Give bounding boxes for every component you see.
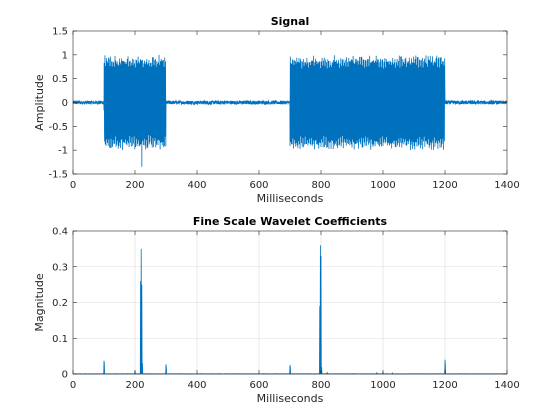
chart-title: Fine Scale Wavelet Coefficients: [193, 215, 388, 228]
x-tick-label: 600: [249, 380, 268, 391]
y-tick-label: 0.5: [52, 74, 68, 85]
x-tick-label: 0: [70, 380, 76, 391]
y-tick-label: 0.2: [52, 298, 68, 309]
y-tick-label: 0.4: [52, 227, 68, 238]
x-tick-label: 1400: [494, 180, 519, 191]
x-tick-label: 600: [249, 180, 268, 191]
y-tick-label: 1: [62, 50, 68, 61]
x-tick-label: 200: [125, 380, 144, 391]
x-tick-label: 800: [311, 380, 330, 391]
x-tick-label: 0: [70, 180, 76, 191]
y-tick-label: -1: [58, 146, 68, 157]
y-tick-label: -0.5: [48, 122, 68, 133]
x-tick-label: 1400: [494, 380, 519, 391]
x-tick-label: 1000: [370, 180, 395, 191]
y-axis-label: Magnitude: [33, 273, 46, 332]
x-axis-label: Milliseconds: [257, 392, 324, 405]
y-tick-label: 0.1: [52, 334, 68, 345]
y-tick-label: 0.3: [52, 262, 68, 273]
x-tick-label: 400: [187, 180, 206, 191]
chart-title: Signal: [271, 15, 310, 28]
x-axis-label: Milliseconds: [257, 192, 324, 205]
y-axis-label: Amplitude: [33, 74, 46, 131]
signal-panel: 0 200 400 600 800 1000 1200 1400 -1.5 -1 -0.5 0 0.5 1…: [33, 15, 520, 205]
x-tick-label: 1000: [370, 380, 395, 391]
x-tick-label: 800: [311, 180, 330, 191]
y-tick-label: 0: [62, 98, 68, 109]
series-line: [72, 54, 508, 167]
x-tick-label: 1200: [432, 380, 457, 391]
y-tick-label: 1.5: [52, 27, 68, 38]
series-line: [72, 245, 508, 375]
y-tick-label: -1.5: [48, 170, 68, 181]
x-tick-label: 200: [125, 180, 144, 191]
y-tick-label: 0: [62, 370, 68, 381]
x-tick-label: 400: [187, 380, 206, 391]
x-tick-label: 1200: [432, 180, 457, 191]
wavelet-panel: 0 200 400 600 800 1000 1200 1400 0 0.1 0.2 0.3 0.4 Fi…: [33, 215, 520, 405]
